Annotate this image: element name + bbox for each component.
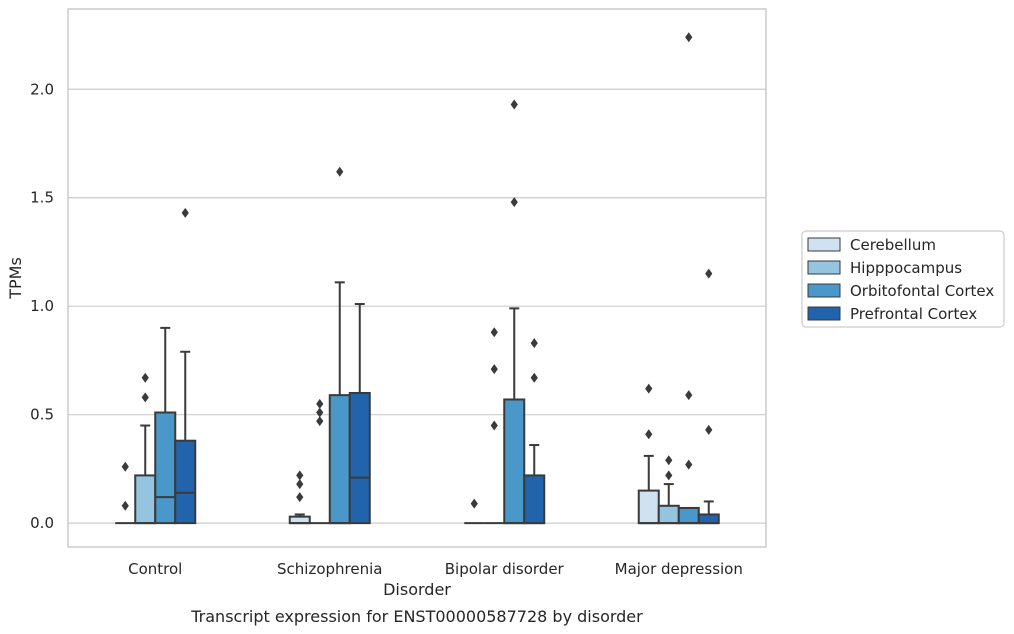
outlier-point (665, 455, 673, 466)
box-group (115, 461, 136, 525)
box-group (288, 470, 311, 525)
legend-swatch (807, 260, 841, 275)
box (174, 439, 197, 525)
outlier-point (141, 392, 149, 403)
x-tick-label: Schizophrenia (277, 560, 382, 578)
outlier-point (121, 500, 129, 511)
outlier-point (470, 498, 478, 509)
y-tick-label: 0.0 (30, 514, 54, 532)
outlier-point (530, 372, 538, 383)
y-tick-label: 1.5 (30, 189, 54, 207)
box-group (503, 99, 526, 525)
outlier-point (316, 398, 324, 409)
y-axis-ticks: 0.0 0.5 1.0 1.5 2.0 (30, 80, 54, 532)
outlier-point (705, 424, 713, 435)
box-group (657, 455, 680, 525)
box (657, 504, 680, 525)
y-tick-label: 2.0 (30, 80, 54, 98)
box-group (523, 338, 546, 525)
x-tick-label: Major depression (615, 560, 743, 578)
box-group (174, 207, 197, 525)
legend: Cerebellum Hipppocampus Orbitofontal Corte… (801, 230, 1005, 328)
box (328, 394, 351, 525)
legend-swatch (807, 306, 841, 321)
box-group (134, 372, 157, 525)
box (154, 411, 177, 525)
legend-box (801, 230, 1005, 328)
legend-swatch (807, 237, 841, 252)
outlier-point (141, 372, 149, 383)
box-group (464, 498, 485, 525)
x-tick-label: Control (128, 560, 182, 578)
box-group (154, 326, 177, 525)
plot-frame (67, 8, 767, 548)
x-axis-label: Disorder (383, 580, 451, 599)
legend-label: Orbitofontal Cortex (850, 282, 994, 300)
outlier-point (490, 364, 498, 375)
y-axis-label: TPMs (6, 257, 25, 300)
outlier-point (121, 461, 129, 472)
outlier-point (510, 99, 518, 110)
box-group (637, 383, 660, 525)
box-groups (115, 32, 720, 525)
box (348, 391, 371, 525)
y-tick-label: 0.5 (30, 406, 54, 424)
legend-swatch (807, 283, 841, 298)
box (637, 489, 660, 525)
box-group (484, 327, 505, 525)
outlier-point (181, 207, 189, 218)
outlier-point (336, 166, 344, 177)
outlier-point (296, 479, 304, 490)
outlier-point (665, 470, 673, 481)
box-group (309, 398, 330, 525)
outlier-point (685, 459, 693, 470)
box (503, 398, 526, 525)
outlier-point (296, 492, 304, 503)
box (134, 474, 157, 525)
box (697, 513, 720, 525)
box-group (697, 268, 720, 525)
x-axis-ticks: Control Schizophrenia Bipolar disorder Majo… (128, 560, 743, 578)
box (677, 506, 700, 525)
outlier-point (645, 383, 653, 394)
outlier-point (685, 390, 693, 401)
x-tick-label: Bipolar disorder (445, 560, 565, 578)
box-group (677, 32, 700, 525)
y-tick-label: 1.0 (30, 297, 54, 315)
legend-label: Prefrontal Cortex (850, 305, 977, 323)
outlier-point (530, 338, 538, 349)
outlier-point (316, 407, 324, 418)
outlier-point (490, 327, 498, 338)
box-group (348, 303, 371, 525)
box (523, 474, 546, 525)
outlier-point (296, 470, 304, 481)
box-group (328, 166, 351, 525)
outlier-point (645, 429, 653, 440)
outlier-point (316, 416, 324, 427)
legend-label: Hipppocampus (850, 259, 962, 277)
chart-caption: Transcript expression for ENST0000058772… (190, 607, 643, 626)
legend-label: Cerebellum (850, 236, 936, 254)
outlier-point (705, 268, 713, 279)
outlier-point (685, 32, 693, 43)
outlier-point (490, 420, 498, 431)
outlier-point (510, 197, 518, 208)
